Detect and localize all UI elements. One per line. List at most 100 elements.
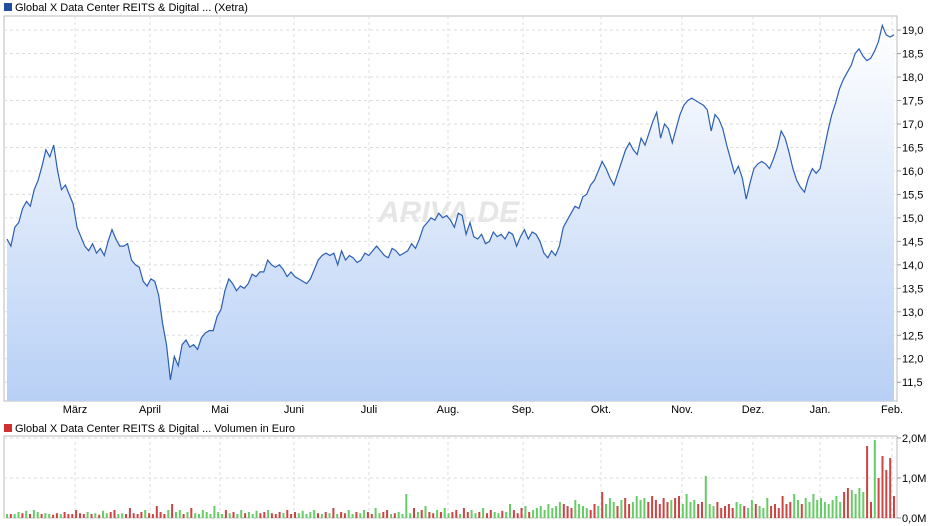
volume-bar bbox=[79, 513, 81, 518]
volume-bar bbox=[336, 514, 339, 518]
volume-bar bbox=[493, 512, 496, 518]
volume-bar bbox=[497, 513, 500, 518]
volume-bar bbox=[132, 513, 135, 518]
volume-bar bbox=[251, 514, 254, 518]
volume-bar bbox=[121, 513, 124, 518]
volume-bar bbox=[797, 500, 799, 518]
volume-bar bbox=[685, 494, 688, 518]
volume-bar bbox=[309, 512, 312, 518]
volume-bar bbox=[347, 510, 350, 518]
price-y-tick-label: 15,5 bbox=[902, 189, 923, 201]
volume-bar bbox=[486, 513, 488, 518]
volume-bar bbox=[770, 506, 773, 518]
volume-bar bbox=[758, 506, 761, 518]
volume-bar bbox=[750, 500, 753, 518]
price-y-tick-label: 19,0 bbox=[902, 25, 923, 37]
volume-bar bbox=[535, 508, 538, 518]
volume-bar bbox=[539, 506, 542, 518]
volume-bar bbox=[870, 502, 872, 518]
volume-bar bbox=[355, 512, 358, 518]
volume-bar bbox=[144, 510, 147, 518]
volume-bar bbox=[194, 513, 197, 518]
volume-bar bbox=[416, 512, 419, 518]
volume-bar bbox=[182, 514, 185, 518]
volume-bar bbox=[105, 513, 108, 518]
volume-bar bbox=[198, 514, 200, 518]
volume-bar bbox=[140, 512, 143, 518]
volume-bar bbox=[624, 498, 627, 518]
volume-bar bbox=[727, 504, 730, 518]
volume-bar bbox=[240, 510, 243, 518]
volume-bar bbox=[804, 498, 807, 518]
volume-bar bbox=[474, 513, 477, 518]
volume-bar bbox=[405, 494, 408, 518]
volume-bar bbox=[724, 506, 726, 518]
volume-bar bbox=[359, 513, 362, 518]
volume-bar bbox=[366, 512, 369, 518]
volume-bar bbox=[190, 508, 193, 518]
volume-bar bbox=[578, 504, 581, 518]
volume-bar bbox=[40, 514, 43, 518]
volume-bar bbox=[785, 504, 788, 518]
volume-bar bbox=[846, 488, 849, 518]
month-label: Mai bbox=[211, 404, 229, 416]
volume-bar bbox=[29, 514, 31, 518]
price-legend-label: Global X Data Center REITS & Digital ...… bbox=[15, 2, 248, 14]
price-x-axis: März April Mai Juni Juli Aug. Sep. Okt. Nov. Dez.… bbox=[63, 404, 903, 416]
volume-bar bbox=[582, 506, 584, 518]
price-y-tick-label: 18,0 bbox=[902, 72, 923, 84]
volume-bar bbox=[605, 504, 607, 518]
volume-bar bbox=[674, 498, 677, 518]
volume-bar bbox=[428, 512, 431, 518]
price-y-tick-label: 14,5 bbox=[902, 236, 923, 248]
volume-bar bbox=[555, 506, 558, 518]
volume-bar bbox=[397, 512, 400, 518]
price-y-tick-label: 13,5 bbox=[902, 283, 923, 295]
volume-bar bbox=[71, 514, 74, 518]
volume-bar bbox=[305, 514, 308, 518]
volume-bar bbox=[893, 496, 895, 518]
volume-bar bbox=[570, 508, 573, 518]
volume-bar bbox=[743, 506, 746, 518]
month-label: Okt. bbox=[591, 404, 611, 416]
volume-plot-frame bbox=[3, 435, 898, 519]
volume-bar bbox=[643, 498, 646, 518]
volume-bar bbox=[662, 498, 665, 518]
volume-bar bbox=[470, 510, 473, 518]
volume-bar bbox=[747, 508, 750, 518]
volume-bar bbox=[86, 512, 89, 518]
volume-bar bbox=[159, 512, 162, 518]
price-y-tick-label: 14,0 bbox=[902, 260, 923, 272]
volume-bar bbox=[543, 510, 546, 518]
volume-bar bbox=[32, 510, 35, 518]
price-y-tick-label: 17,0 bbox=[902, 119, 923, 131]
volume-bar bbox=[382, 512, 385, 518]
volume-bar bbox=[547, 504, 550, 518]
volume-bar bbox=[585, 508, 588, 518]
volume-bar bbox=[36, 512, 39, 518]
volume-bar bbox=[236, 514, 239, 518]
volume-bar bbox=[589, 510, 592, 518]
volume-bar bbox=[524, 506, 527, 518]
volume-y-axis: 0,0M 1,0M 2,0M bbox=[897, 433, 926, 525]
volume-bar bbox=[59, 514, 62, 518]
volume-bar bbox=[766, 498, 769, 518]
volume-bar bbox=[148, 513, 151, 518]
volume-bar bbox=[320, 514, 323, 518]
price-panel: ARIVA.DE 11,512,012,513,013,514,014,515,… bbox=[3, 15, 923, 416]
volume-bar bbox=[209, 514, 212, 518]
volume-bar bbox=[881, 456, 884, 518]
volume-bar bbox=[447, 513, 450, 518]
volume-bar bbox=[793, 494, 796, 518]
volume-bar bbox=[363, 510, 366, 518]
volume-bar bbox=[620, 500, 623, 518]
volume-bar bbox=[866, 446, 869, 518]
volume-bar bbox=[843, 492, 846, 518]
volume-bar bbox=[835, 496, 838, 518]
volume-bar bbox=[505, 512, 508, 518]
volume-bar bbox=[82, 514, 85, 518]
price-y-axis: 11,5 12,0 12,5 13,0 13,5 14,0 14,5 15,0 15,5 16,0… bbox=[897, 25, 923, 389]
volume-bar bbox=[136, 514, 139, 518]
volume-bar bbox=[378, 513, 381, 518]
price-y-tick-label: 16,0 bbox=[902, 166, 923, 178]
